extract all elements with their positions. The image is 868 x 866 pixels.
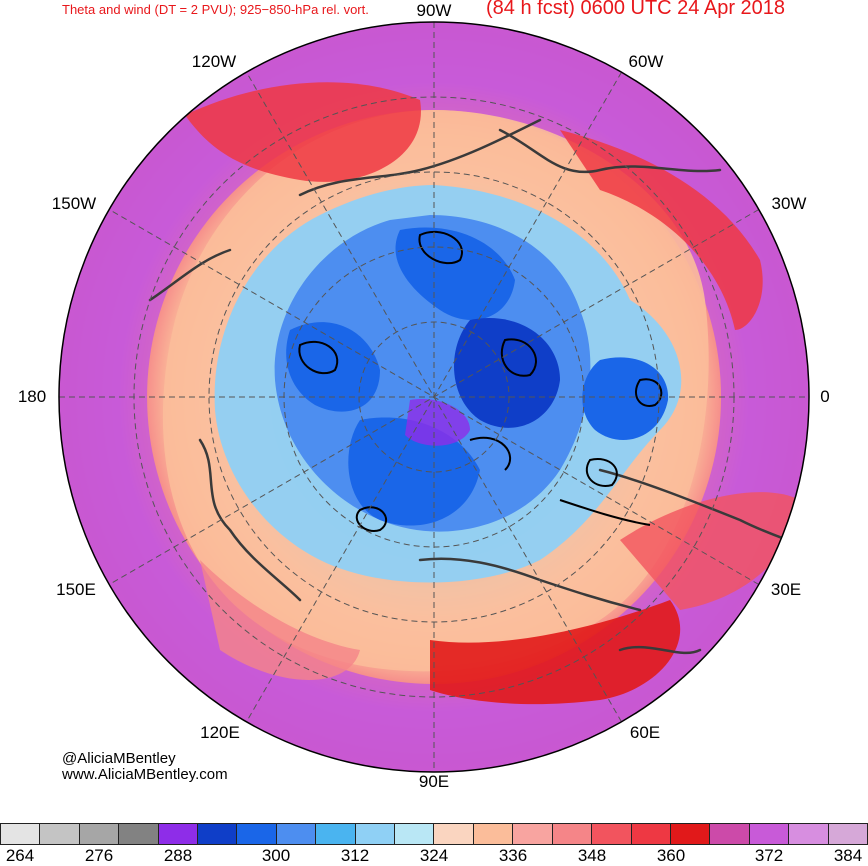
colorbar-swatch — [315, 823, 356, 845]
colorbar-tick-336: 336 — [498, 846, 528, 865]
colorbar-tick-360: 360 — [656, 846, 686, 865]
colorbar-swatch — [591, 823, 632, 845]
colorbar-swatch — [0, 823, 41, 845]
colorbar-swatch — [78, 823, 120, 845]
colorbar-swatch — [669, 823, 711, 845]
lon-label-120e: 120E — [200, 723, 240, 742]
colorbar-swatch — [197, 823, 238, 845]
colorbar-tick-288: 288 — [163, 846, 193, 865]
colorbar-tick-264: 264 — [5, 846, 35, 865]
lon-label-30e: 30E — [770, 580, 802, 599]
colorbar-tick-300: 300 — [261, 846, 291, 865]
colorbar-swatch — [630, 823, 671, 845]
colorbar-swatch — [433, 823, 474, 845]
colorbar-swatch — [748, 823, 790, 845]
colorbar-swatch — [472, 823, 514, 845]
author-handle: @AliciaMBentley — [62, 750, 176, 767]
colorbar-tick-384: 384 — [833, 846, 863, 865]
lon-label-150e: 150E — [56, 580, 96, 599]
polar-map — [58, 21, 810, 773]
colorbar-tick-372: 372 — [754, 846, 784, 865]
colorbar-swatch — [39, 823, 80, 845]
colorbar-swatch — [275, 823, 317, 845]
colorbar-swatch — [788, 823, 829, 845]
colorbar-swatch — [394, 823, 435, 845]
lon-label-30w: 30W — [771, 194, 807, 213]
colorbar-tick-348: 348 — [577, 846, 607, 865]
map-subtitle: Theta and wind (DT = 2 PVU); 925−850-hPa… — [62, 2, 369, 17]
colorbar-swatch — [551, 823, 593, 845]
lon-label-90w: 90W — [416, 1, 452, 20]
colorbar-swatch — [118, 823, 159, 845]
colorbar-swatch — [512, 823, 553, 845]
colorbar-swatch — [354, 823, 396, 845]
lon-label-0: 0 — [820, 387, 830, 406]
lon-label-90e: 90E — [418, 772, 450, 791]
author-website[interactable]: www.AliciaMBentley.com — [62, 766, 228, 783]
colorbar-swatch — [236, 823, 277, 845]
theta-colorbar — [0, 823, 868, 845]
lon-label-60w: 60W — [628, 52, 664, 71]
colorbar-tick-276: 276 — [84, 846, 114, 865]
colorbar-tick-312: 312 — [340, 846, 370, 865]
lon-label-150w: 150W — [51, 194, 97, 213]
theta-field — [59, 22, 809, 772]
lon-label-120w: 120W — [191, 52, 237, 71]
colorbar-swatch — [157, 823, 199, 845]
lon-label-60e: 60E — [629, 723, 661, 742]
colorbar-swatch — [827, 823, 868, 845]
colorbar-tick-324: 324 — [419, 846, 449, 865]
colorbar-swatch — [709, 823, 750, 845]
forecast-time-title: (84 h fcst) 0600 UTC 24 Apr 2018 — [486, 0, 786, 19]
lon-label-180: 180 — [17, 387, 47, 406]
